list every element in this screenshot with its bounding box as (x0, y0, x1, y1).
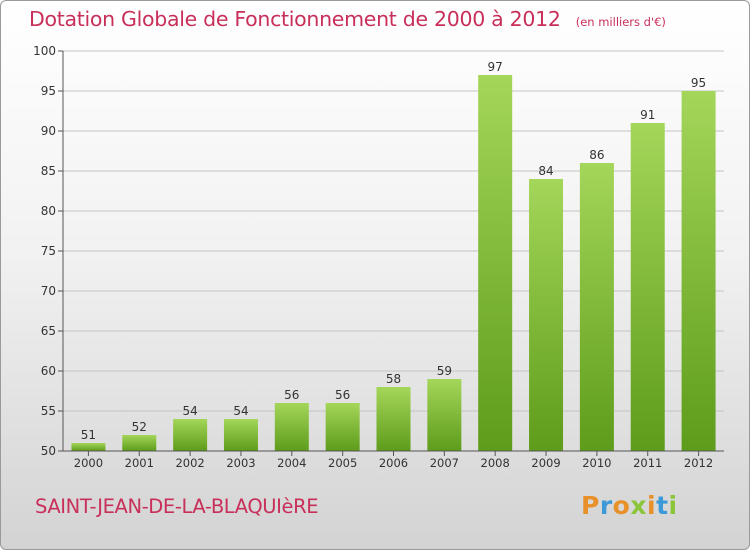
logo-letter: P (581, 491, 600, 520)
bar (579, 163, 614, 451)
value-label: 59 (437, 364, 452, 378)
y-tick-label: 80 (41, 204, 56, 218)
x-tick-label: 2005 (328, 456, 357, 470)
bar (630, 123, 665, 451)
x-tick-label: 2012 (684, 456, 713, 470)
value-label: 51 (81, 428, 96, 442)
y-tick-label: 70 (41, 284, 56, 298)
value-label: 91 (640, 108, 655, 122)
x-tick-label: 2000 (74, 456, 103, 470)
value-label: 86 (589, 148, 604, 162)
y-tick-label: 55 (41, 404, 56, 418)
bar (376, 387, 411, 451)
x-tick-label: 2010 (582, 456, 611, 470)
x-tick-label: 2007 (430, 456, 459, 470)
axes: 50 55 60 65 70 75 80 85 90 95 100 2000 2001 2002 2003 2… (33, 44, 724, 470)
bar (427, 379, 462, 451)
logo-letter: x (630, 491, 647, 520)
bars (71, 75, 716, 451)
bar (223, 419, 258, 451)
bar (122, 435, 157, 451)
value-label: 84 (538, 164, 553, 178)
value-label: 52 (132, 420, 147, 434)
value-label: 56 (335, 388, 350, 402)
logo-letter: t (656, 491, 669, 520)
y-tick-label: 60 (41, 364, 56, 378)
value-label: 54 (233, 404, 248, 418)
value-label: 58 (386, 372, 401, 386)
logo-letter: r (599, 491, 613, 520)
y-tick-label: 50 (41, 444, 56, 458)
value-label: 54 (182, 404, 197, 418)
bar (274, 403, 309, 451)
chart-title: Dotation Globale de Fonctionnement de 20… (29, 7, 561, 31)
bar (529, 179, 564, 451)
chart-subtitle: (en milliers d'€) (575, 15, 666, 29)
x-tick-label: 2002 (175, 456, 204, 470)
bar (325, 403, 360, 451)
value-labels: 51 52 54 54 56 56 58 59 97 84 86 91 95 (81, 60, 706, 442)
grid-lines (63, 50, 724, 412)
bar (681, 91, 716, 451)
y-tick-label: 85 (41, 164, 56, 178)
proxiti-logo: Proxiti (581, 491, 678, 520)
x-tick-label: 2001 (125, 456, 154, 470)
x-tick-label: 2006 (379, 456, 408, 470)
title-row: Dotation Globale de Fonctionnement de 20… (29, 7, 666, 31)
value-label: 97 (488, 60, 503, 74)
bar (71, 443, 106, 451)
value-label: 95 (691, 76, 706, 90)
x-tick-label: 2009 (531, 456, 560, 470)
x-tick-label: 2004 (277, 456, 306, 470)
bar (173, 419, 208, 451)
logo-letter: i (647, 491, 657, 520)
logo-letter: o (612, 491, 631, 520)
commune-name: SAINT-JEAN-DE-LA-BLAQUIèRE (35, 495, 319, 518)
y-tick-label: 90 (41, 124, 56, 138)
x-tick-label: 2011 (633, 456, 662, 470)
y-tick-label: 75 (41, 244, 56, 258)
y-tick-label: 65 (41, 324, 56, 338)
x-tick-label: 2008 (481, 456, 510, 470)
y-tick-label: 95 (41, 84, 56, 98)
bar (478, 75, 513, 451)
logo-letter: i (668, 491, 678, 520)
value-label: 56 (284, 388, 299, 402)
y-tick-label: 100 (33, 44, 56, 58)
x-tick-label: 2003 (226, 456, 255, 470)
